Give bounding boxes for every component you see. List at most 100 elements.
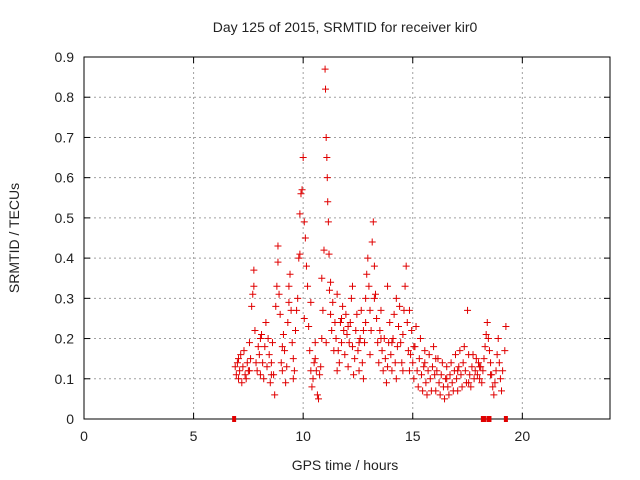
data-point bbox=[277, 359, 285, 367]
data-point bbox=[371, 290, 379, 298]
data-point bbox=[490, 391, 498, 399]
data-point bbox=[251, 327, 259, 335]
data-point bbox=[443, 375, 451, 383]
data-point bbox=[334, 347, 342, 355]
data-point bbox=[241, 371, 249, 379]
data-point bbox=[322, 85, 330, 93]
data-point bbox=[410, 343, 418, 351]
data-point bbox=[318, 274, 326, 282]
data-point bbox=[443, 363, 451, 371]
data-point bbox=[409, 359, 417, 367]
data-point bbox=[302, 262, 310, 270]
data-point bbox=[235, 355, 243, 363]
data-point bbox=[432, 355, 440, 363]
data-point bbox=[370, 262, 378, 270]
data-point bbox=[290, 367, 298, 375]
data-point bbox=[250, 266, 258, 274]
data-point bbox=[468, 363, 476, 371]
grid bbox=[84, 57, 610, 419]
data-point bbox=[348, 343, 356, 351]
data-point bbox=[453, 375, 461, 383]
data-point bbox=[355, 367, 363, 375]
data-point bbox=[283, 363, 291, 371]
data-point bbox=[464, 306, 472, 314]
x-tick-label: 15 bbox=[405, 428, 421, 444]
data-point bbox=[345, 339, 353, 347]
y-tick-label: 0.9 bbox=[55, 49, 75, 65]
data-point bbox=[300, 218, 308, 226]
data-point bbox=[421, 347, 429, 355]
data-point bbox=[272, 302, 280, 310]
data-point bbox=[403, 318, 411, 326]
data-point bbox=[459, 359, 467, 367]
data-point bbox=[285, 282, 293, 290]
data-point bbox=[381, 355, 389, 363]
data-point bbox=[401, 282, 409, 290]
data-point bbox=[296, 210, 304, 218]
data-point bbox=[327, 310, 335, 318]
data-point bbox=[491, 379, 499, 387]
data-point bbox=[423, 391, 431, 399]
data-point bbox=[366, 351, 374, 359]
data-gap-marker bbox=[232, 416, 237, 422]
data-point bbox=[250, 282, 258, 290]
data-point bbox=[447, 359, 455, 367]
data-point bbox=[274, 258, 282, 266]
axis-ticks: 0 0.1 0.2 0.3 0.4 0.5 0.6 0.7 0.8 0.9 0 5 10 15 20 bbox=[55, 49, 610, 444]
data-point bbox=[333, 367, 341, 375]
data-point bbox=[457, 371, 465, 379]
data-point bbox=[465, 379, 473, 387]
data-point bbox=[344, 363, 352, 371]
data-point bbox=[248, 302, 256, 310]
data-point bbox=[308, 383, 316, 391]
data-point bbox=[384, 282, 392, 290]
data-point bbox=[489, 383, 497, 391]
data-point bbox=[339, 302, 347, 310]
data-point bbox=[437, 371, 445, 379]
data-point bbox=[395, 322, 403, 330]
data-point bbox=[408, 327, 416, 335]
data-point bbox=[483, 318, 491, 326]
data-point bbox=[433, 367, 441, 375]
data-point bbox=[357, 306, 365, 314]
data-point bbox=[472, 355, 480, 363]
data-point bbox=[375, 359, 383, 367]
data-point bbox=[369, 218, 377, 226]
data-point bbox=[288, 339, 296, 347]
data-point bbox=[480, 355, 488, 363]
data-point bbox=[359, 375, 367, 383]
data-point bbox=[254, 343, 262, 351]
y-tick-label: 0.8 bbox=[55, 89, 75, 105]
data-point bbox=[263, 363, 271, 371]
data-point bbox=[335, 359, 343, 367]
data-point bbox=[418, 371, 426, 379]
data-point bbox=[276, 310, 284, 318]
data-point bbox=[256, 335, 264, 343]
data-point bbox=[441, 395, 449, 403]
data-point bbox=[293, 306, 301, 314]
data-point bbox=[273, 282, 281, 290]
data-point bbox=[324, 218, 332, 226]
data-point bbox=[261, 343, 269, 351]
data-point bbox=[259, 359, 267, 367]
data-point bbox=[328, 327, 336, 335]
data-point bbox=[281, 347, 289, 355]
data-point bbox=[366, 306, 374, 314]
data-point bbox=[387, 351, 395, 359]
data-point bbox=[382, 379, 390, 387]
data-point bbox=[373, 314, 381, 322]
data-point bbox=[333, 290, 341, 298]
data-point bbox=[307, 298, 315, 306]
data-point bbox=[392, 375, 400, 383]
data-gap-markers bbox=[232, 416, 508, 422]
data-point bbox=[232, 371, 240, 379]
data-point bbox=[415, 355, 423, 363]
data-point bbox=[469, 351, 477, 359]
data-point bbox=[402, 262, 410, 270]
data-point bbox=[363, 270, 371, 278]
data-gap-marker bbox=[487, 416, 492, 422]
data-point bbox=[260, 375, 268, 383]
data-point bbox=[502, 322, 510, 330]
data-point bbox=[342, 310, 350, 318]
data-point bbox=[362, 294, 370, 302]
